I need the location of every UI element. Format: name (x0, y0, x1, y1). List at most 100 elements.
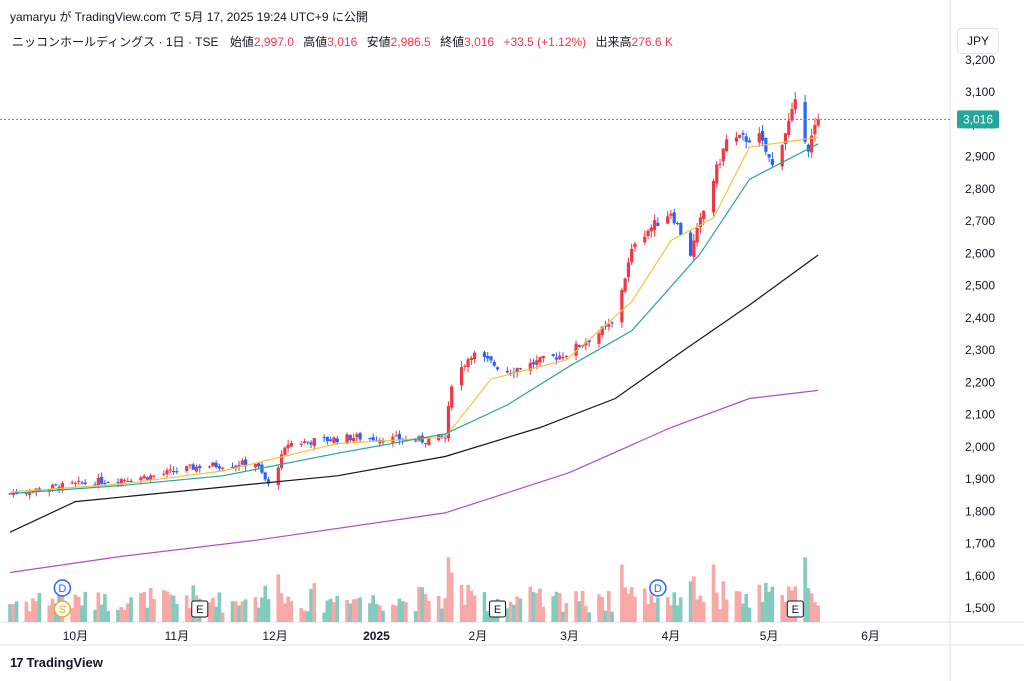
volume-bar (125, 603, 130, 622)
y-tick-label: 1,800 (965, 504, 995, 518)
volume-bar (165, 591, 169, 622)
candle-body (780, 145, 784, 167)
volume-bar (515, 596, 519, 622)
volume-bar (603, 610, 608, 622)
volume-bar (695, 599, 699, 622)
volume-bar (466, 584, 470, 622)
dividend-marker-label: D (58, 583, 66, 595)
volume-bar (335, 595, 340, 622)
candle-body (630, 248, 634, 263)
candle-body (515, 368, 519, 373)
candle-body (253, 464, 258, 467)
volume-bar (688, 581, 693, 622)
candle-body (116, 482, 120, 484)
volume-bar (505, 608, 510, 622)
volume-bar (106, 610, 110, 622)
tradingview-brand[interactable]: 17 TradingView (10, 655, 103, 670)
volume-bar (286, 596, 290, 622)
candle-body (518, 368, 523, 370)
tradingview-logo-icon: 17 (10, 655, 24, 670)
candle-body (257, 463, 261, 467)
candle-body (810, 135, 814, 153)
candle-body (371, 437, 375, 441)
candle-body (806, 144, 810, 152)
candle-body (793, 99, 797, 110)
volume-bar (404, 602, 408, 622)
brand-name: TradingView (26, 655, 103, 670)
candle-body (263, 472, 267, 480)
candle-body (358, 433, 362, 440)
volume-bar (783, 601, 788, 622)
candle-body (492, 362, 496, 366)
volume-bar (620, 564, 624, 622)
candle-body (587, 340, 591, 343)
volume-bar (93, 609, 97, 622)
candle-body (234, 465, 238, 468)
candle-body (24, 493, 28, 495)
candle-body (126, 480, 130, 482)
y-tick-label: 2,000 (965, 440, 995, 454)
candle-body (558, 355, 562, 360)
volume-bar (512, 604, 516, 622)
y-tick-label: 2,300 (965, 343, 995, 357)
candle-body (240, 460, 244, 465)
volume-bar (397, 598, 402, 622)
candle-body (106, 481, 110, 483)
volume-bar (279, 593, 284, 622)
volume-bar (230, 601, 235, 622)
volume-bar (646, 603, 650, 622)
volume-bar (266, 599, 271, 622)
volume-bar (302, 610, 307, 622)
y-tick-label: 3,200 (965, 53, 995, 67)
candle-body (394, 435, 398, 437)
candle-body (207, 466, 212, 468)
volume-bar (770, 586, 775, 622)
y-tick-label: 1,600 (965, 569, 995, 583)
volume-bar (577, 601, 582, 622)
candle-body (813, 124, 817, 135)
candle-body (302, 441, 307, 444)
candle-body (738, 134, 742, 138)
candle-body (770, 159, 774, 165)
x-tick-label: 11月 (165, 629, 189, 643)
volume-bar (564, 602, 569, 622)
volume-bar (263, 585, 268, 622)
candle-body (734, 137, 738, 142)
y-tick-label: 1,500 (965, 601, 995, 615)
volume-bar (47, 605, 52, 622)
volume-bar (741, 603, 745, 622)
volume-bar (207, 602, 212, 622)
volume-bar (574, 591, 578, 622)
last-price-badge (957, 110, 999, 129)
volume-bar (37, 592, 42, 622)
volume-bar (371, 595, 375, 622)
volume-bar (809, 593, 814, 622)
volume-bar (600, 597, 605, 622)
candle-body (351, 437, 356, 441)
volume-bar (417, 586, 421, 622)
candle-body (175, 471, 179, 473)
candle-body (702, 210, 706, 220)
currency-button[interactable]: JPY (957, 28, 999, 54)
volume-bar (80, 605, 84, 622)
candle-body (237, 465, 241, 467)
candle-body (666, 216, 670, 224)
volume-bar (83, 591, 88, 622)
candle-body (469, 357, 473, 360)
volume-bar (175, 603, 179, 622)
volume-bar (669, 605, 673, 622)
volume-bar (122, 609, 127, 622)
dividend-marker (53, 579, 72, 597)
candle-body (715, 164, 719, 184)
candle-body (211, 462, 215, 467)
y-tick-label: 2,400 (965, 311, 995, 325)
volume-bar (528, 586, 533, 622)
volume-bar (211, 597, 215, 622)
volume-bar (14, 601, 19, 622)
volume-bar (541, 606, 546, 622)
candle-body (329, 439, 333, 441)
volume-bar (217, 592, 222, 622)
change-value: +33.5 (+1.12%) (503, 35, 587, 49)
open-value: 2,997.0 (253, 35, 294, 49)
